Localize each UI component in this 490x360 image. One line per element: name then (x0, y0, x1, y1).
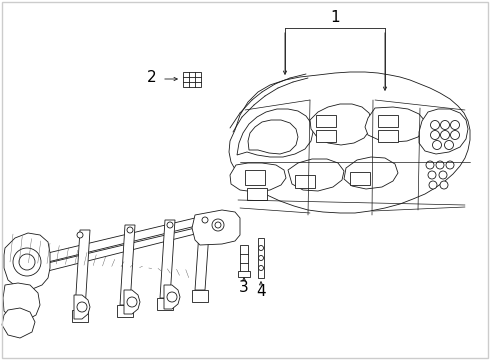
Polygon shape (316, 130, 336, 142)
Circle shape (440, 181, 448, 189)
Circle shape (441, 121, 449, 130)
Polygon shape (288, 159, 344, 191)
Polygon shape (10, 228, 220, 280)
Polygon shape (248, 120, 298, 154)
Circle shape (433, 140, 441, 149)
Circle shape (436, 161, 444, 169)
Polygon shape (238, 271, 250, 277)
Circle shape (212, 219, 224, 231)
Polygon shape (74, 295, 90, 319)
Circle shape (259, 266, 264, 270)
Circle shape (426, 161, 434, 169)
Circle shape (19, 254, 35, 270)
Polygon shape (378, 130, 398, 142)
Polygon shape (164, 285, 180, 309)
Circle shape (167, 292, 177, 302)
Circle shape (215, 222, 221, 228)
Text: 4: 4 (256, 284, 266, 300)
Circle shape (450, 121, 460, 130)
Circle shape (77, 232, 83, 238)
Polygon shape (295, 175, 315, 188)
Polygon shape (230, 163, 286, 192)
Polygon shape (316, 115, 336, 127)
Polygon shape (365, 107, 425, 142)
Polygon shape (247, 188, 267, 200)
Polygon shape (4, 233, 50, 290)
Polygon shape (195, 218, 210, 290)
Polygon shape (350, 172, 370, 185)
Polygon shape (229, 72, 470, 213)
Polygon shape (120, 225, 135, 305)
Polygon shape (192, 210, 240, 245)
Circle shape (439, 171, 447, 179)
Circle shape (444, 140, 454, 149)
Text: 3: 3 (239, 280, 249, 296)
Circle shape (446, 161, 454, 169)
Circle shape (450, 130, 460, 139)
Circle shape (428, 171, 436, 179)
Circle shape (13, 248, 41, 276)
Polygon shape (75, 230, 90, 310)
Polygon shape (310, 104, 372, 145)
Circle shape (202, 217, 208, 223)
Circle shape (77, 302, 87, 312)
Polygon shape (258, 238, 264, 278)
Polygon shape (245, 170, 265, 185)
Circle shape (431, 121, 440, 130)
Polygon shape (419, 109, 468, 154)
Circle shape (127, 297, 137, 307)
Polygon shape (117, 305, 133, 317)
Polygon shape (192, 290, 208, 302)
Polygon shape (183, 72, 201, 87)
Polygon shape (2, 308, 35, 338)
Text: 2: 2 (147, 71, 157, 85)
Polygon shape (10, 218, 225, 270)
Circle shape (431, 130, 440, 139)
Circle shape (259, 256, 264, 261)
Polygon shape (237, 109, 313, 157)
Polygon shape (240, 245, 248, 273)
Polygon shape (72, 310, 88, 322)
Text: 1: 1 (330, 10, 340, 26)
Circle shape (429, 181, 437, 189)
Circle shape (441, 130, 449, 139)
Polygon shape (124, 290, 140, 314)
Polygon shape (160, 220, 175, 298)
Polygon shape (157, 298, 173, 310)
Polygon shape (3, 283, 40, 321)
Circle shape (167, 222, 173, 228)
Polygon shape (344, 157, 398, 189)
Circle shape (127, 227, 133, 233)
Circle shape (259, 246, 264, 251)
Polygon shape (378, 115, 398, 127)
